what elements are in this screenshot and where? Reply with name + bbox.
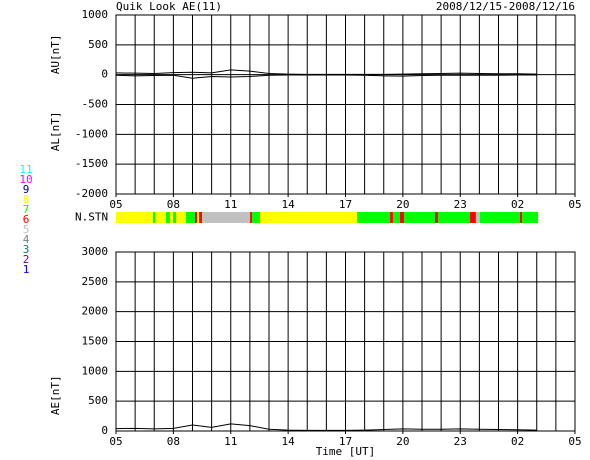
x-tick-label: 20 [396,198,409,211]
y-tick-label: 2500 [82,275,109,288]
station-segment [522,212,539,223]
legend-label: 2 [23,253,30,266]
station-segment [185,212,195,223]
y-tick-label: 1000 [82,8,109,21]
station-segment [475,212,480,223]
station-segment [392,212,401,223]
station-segment [155,212,166,223]
station-segment [116,212,153,223]
y-tick-label: 1000 [82,364,109,377]
station-segment [356,212,391,223]
legend-label: 6 [23,213,30,226]
station-segment [165,212,170,223]
series-line [115,423,537,431]
y-tick-label: 3000 [82,245,109,258]
legend-label: 11 [19,163,32,176]
station-segment [250,212,252,223]
legend-label: 1 [23,263,30,276]
legend-label: 5 [23,223,30,236]
x-tick-label: 05 [568,198,581,211]
plot-frame [115,14,576,195]
y-tick-label: 1500 [82,335,109,348]
legend-label: 10 [19,173,32,186]
station-segment [197,212,200,223]
x-tick-label: 05 [109,198,122,211]
station-segment [438,212,471,223]
x-tick-label: 17 [339,198,352,211]
y-axis-label: AL[nT] [49,111,62,151]
legend-label: 7 [23,203,30,216]
x-tick-label: 20 [396,435,409,448]
y-tick-label: 0 [101,68,108,81]
x-tick-label: 14 [282,435,296,448]
series-line [115,74,537,79]
x-tick-label: 11 [224,435,237,448]
station-segment [176,212,186,223]
station-segment [479,212,520,223]
x-tick-label: 17 [339,435,352,448]
x-tick-label: 02 [511,198,524,211]
date-range: 2008/12/15-2008/12/16 [436,0,575,13]
y-tick-label: -1000 [75,127,108,140]
series-line [115,69,537,75]
station-segment [251,212,261,223]
x-tick-label: 08 [167,198,180,211]
y-tick-label: 500 [88,394,108,407]
legend-label: 3 [23,243,30,256]
x-tick-label: 05 [109,435,122,448]
y-axis-label: AE[nT] [49,375,62,415]
legend-label: 9 [23,183,30,196]
y-tick-label: -500 [82,98,109,111]
y-tick-label: 2000 [82,305,109,318]
station-segment [404,212,436,223]
station-segment [152,212,156,223]
station-segment [199,212,203,223]
x-tick-label: 11 [224,198,237,211]
station-segment [390,212,393,223]
station-segment [169,212,173,223]
station-segment [400,212,405,223]
station-segment [194,212,198,223]
x-tick-label: 05 [568,435,581,448]
x-tick-label: 23 [454,435,467,448]
x-tick-label: 08 [167,435,180,448]
x-tick-label: 23 [454,198,467,211]
x-axis-label: Time [UT] [316,445,376,458]
station-segment [435,212,439,223]
station-segment [172,212,177,223]
legend-label: 8 [23,193,30,206]
y-axis-label: AU[nT] [49,35,62,75]
y-tick-label: -1500 [75,157,108,170]
station-segment [260,212,357,223]
x-tick-label: 14 [282,198,296,211]
y-tick-label: 0 [101,424,108,437]
station-segment [519,212,523,223]
strip-label: N.STN [75,211,108,224]
y-tick-label: -2000 [75,187,108,200]
chart-title: Quik Look AE(11) [116,0,222,13]
x-tick-label: 02 [511,435,524,448]
station-segment [470,212,476,223]
station-segment [202,212,251,223]
legend-label: 4 [23,233,30,246]
plot-frame [115,251,576,432]
y-tick-label: 500 [88,38,108,51]
